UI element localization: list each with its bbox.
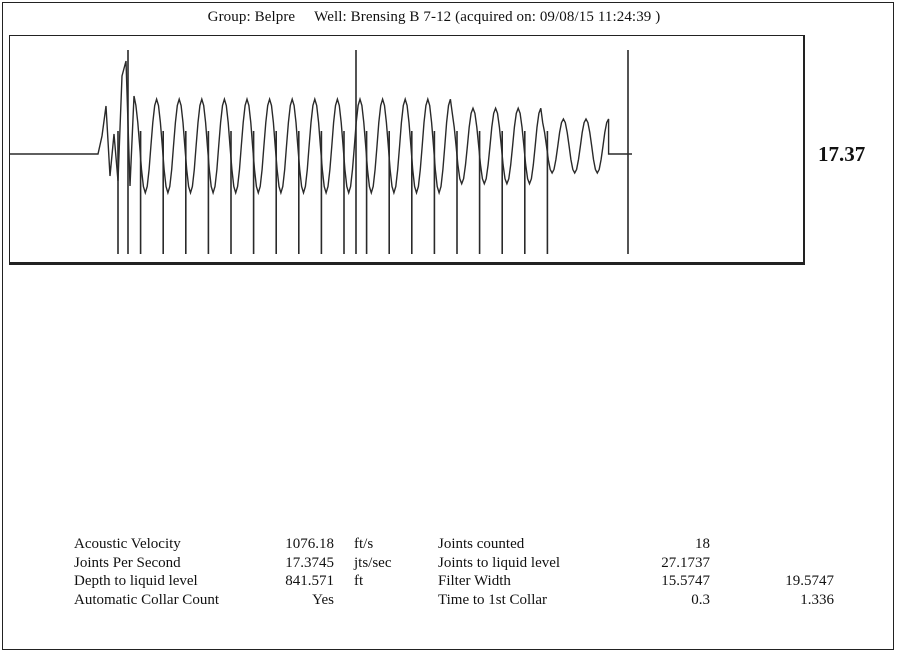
header-title: Group: Belpre Well: Brensing B 7-12 (acq… [0, 9, 868, 26]
waveform-plot [9, 35, 805, 265]
group-label: Group: Belpre [207, 9, 296, 25]
stat-value: Yes [312, 591, 334, 608]
stat-value: 0.3 [691, 591, 710, 608]
stat-label: Time to 1st Collar [438, 591, 548, 608]
stat-label: Joints to liquid level [438, 554, 561, 571]
stat-value: 17.3745 [285, 554, 334, 571]
stat-label: Joints Per Second [74, 554, 181, 571]
stat-value: 1076.18 [285, 536, 334, 552]
waveform-trace [10, 60, 632, 196]
stat-label: Depth to liquid level [74, 573, 198, 589]
stat-unit: ft [354, 573, 364, 589]
stat-value: 18 [695, 536, 710, 552]
well-label: Well: Brensing B 7-12 (acquired on: 09/0… [314, 9, 661, 25]
stat-value: 27.1737 [661, 554, 710, 571]
stat-value: 15.5747 [661, 573, 710, 589]
joints-per-second-readout: 17.37 [818, 142, 866, 166]
stat-unit: ft/s [354, 536, 374, 552]
stat-label: Automatic Collar Count [74, 591, 219, 608]
stat-value: 841.571 [285, 573, 334, 589]
stat-value-2: 19.5747 [785, 573, 834, 589]
waveform-svg [10, 50, 632, 254]
stat-label: Acoustic Velocity [74, 536, 181, 552]
stat-label: Filter Width [438, 573, 511, 589]
stat-value-2: 1.336 [800, 591, 834, 608]
stat-label: Joints counted [438, 536, 525, 552]
stat-unit: jts/sec [354, 554, 392, 571]
